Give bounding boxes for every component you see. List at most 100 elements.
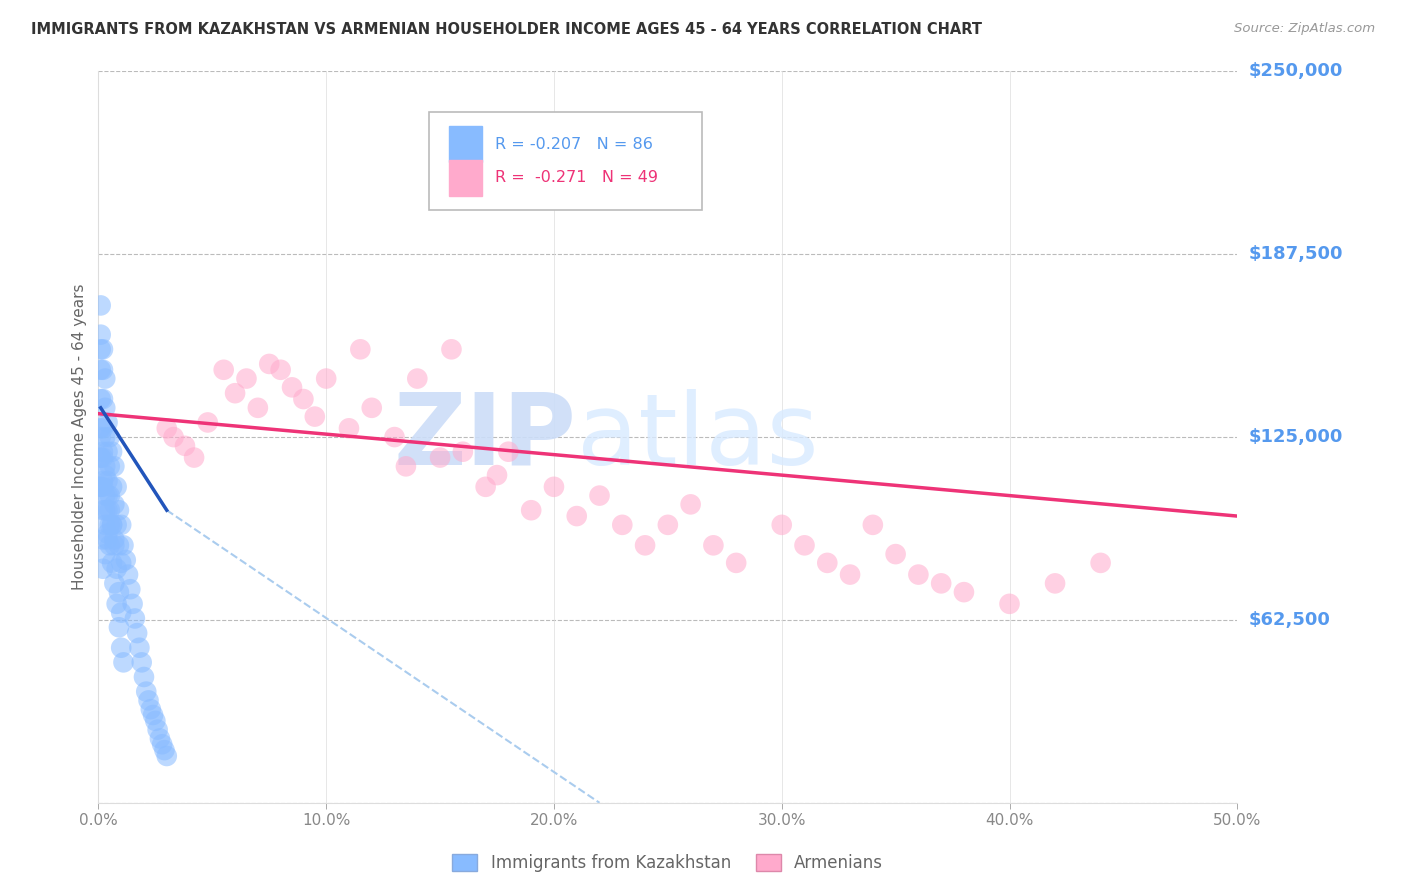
Point	[612, 517, 634, 532]
Point	[101, 517, 124, 532]
Legend: Immigrants from Kazakhstan, Armenians: Immigrants from Kazakhstan, Armenians	[446, 847, 890, 879]
Point	[103, 576, 125, 591]
Point	[90, 480, 112, 494]
Point	[96, 526, 118, 541]
Point	[384, 430, 406, 444]
Point	[862, 517, 884, 532]
Text: R =  -0.271   N = 49: R = -0.271 N = 49	[495, 169, 658, 185]
Point	[90, 327, 112, 342]
Point	[90, 298, 112, 312]
Point	[815, 556, 838, 570]
Point	[110, 640, 132, 655]
Text: $250,000: $250,000	[1249, 62, 1343, 80]
Point	[174, 439, 197, 453]
Point	[235, 371, 257, 385]
Text: IMMIGRANTS FROM KAZAKHSTAN VS ARMENIAN HOUSEHOLDER INCOME AGES 45 - 64 YEARS COR: IMMIGRANTS FROM KAZAKHSTAN VS ARMENIAN H…	[31, 22, 981, 37]
Point	[702, 538, 724, 552]
Text: ZIP: ZIP	[394, 389, 576, 485]
Point	[90, 450, 112, 465]
Point	[998, 597, 1021, 611]
FancyBboxPatch shape	[429, 112, 702, 211]
Point	[337, 421, 360, 435]
Point	[139, 702, 162, 716]
Point	[101, 480, 124, 494]
Point	[183, 450, 205, 465]
Text: atlas: atlas	[576, 389, 818, 485]
Point	[1090, 556, 1112, 570]
Point	[657, 517, 679, 532]
Point	[315, 371, 337, 385]
Point	[91, 450, 114, 465]
Point	[94, 503, 117, 517]
Text: Source: ZipAtlas.com: Source: ZipAtlas.com	[1234, 22, 1375, 36]
Point	[270, 363, 292, 377]
Point	[135, 684, 157, 698]
Point	[929, 576, 952, 591]
Point	[124, 611, 146, 625]
Point	[101, 517, 124, 532]
Point	[634, 538, 657, 552]
Point	[110, 517, 132, 532]
Point	[94, 517, 117, 532]
Point	[94, 430, 117, 444]
Point	[128, 640, 150, 655]
Point	[94, 547, 117, 561]
Point	[105, 562, 128, 576]
Point	[498, 444, 520, 458]
Point	[94, 371, 117, 385]
Point	[108, 585, 131, 599]
Point	[212, 363, 235, 377]
Point	[103, 538, 125, 552]
Point	[132, 670, 155, 684]
Point	[90, 430, 112, 444]
Point	[90, 343, 112, 357]
Point	[304, 409, 326, 424]
Point	[91, 363, 114, 377]
Point	[91, 474, 114, 488]
Point	[96, 444, 118, 458]
Point	[679, 497, 702, 511]
Point	[259, 357, 281, 371]
Point	[91, 480, 114, 494]
Point	[94, 401, 117, 415]
Point	[98, 459, 121, 474]
Point	[91, 533, 114, 547]
Point	[94, 468, 117, 483]
Point	[907, 567, 929, 582]
Point	[149, 731, 172, 746]
Point	[94, 489, 117, 503]
Point	[98, 538, 121, 552]
Point	[98, 430, 121, 444]
Point	[94, 459, 117, 474]
Point	[121, 597, 143, 611]
Point	[90, 450, 112, 465]
Point	[91, 562, 114, 576]
Text: $187,500: $187,500	[1249, 245, 1343, 263]
Point	[96, 489, 118, 503]
Point	[101, 444, 124, 458]
Point	[131, 656, 153, 670]
Point	[105, 517, 128, 532]
Point	[145, 714, 167, 728]
Point	[451, 444, 474, 458]
Point	[98, 503, 121, 517]
Point	[105, 480, 128, 494]
Point	[770, 517, 793, 532]
Point	[349, 343, 371, 357]
Point	[105, 597, 128, 611]
Point	[91, 444, 114, 458]
Point	[146, 723, 169, 737]
Point	[101, 556, 124, 570]
Point	[156, 749, 179, 764]
FancyBboxPatch shape	[449, 126, 482, 162]
Text: $62,500: $62,500	[1249, 611, 1330, 629]
FancyBboxPatch shape	[449, 160, 482, 195]
Point	[91, 392, 114, 406]
Y-axis label: Householder Income Ages 45 - 64 years: Householder Income Ages 45 - 64 years	[72, 284, 87, 591]
Point	[108, 620, 131, 634]
Text: R = -0.207   N = 86: R = -0.207 N = 86	[495, 137, 652, 152]
Point	[90, 363, 112, 377]
Point	[429, 450, 451, 465]
Point	[103, 497, 125, 511]
Point	[224, 386, 246, 401]
